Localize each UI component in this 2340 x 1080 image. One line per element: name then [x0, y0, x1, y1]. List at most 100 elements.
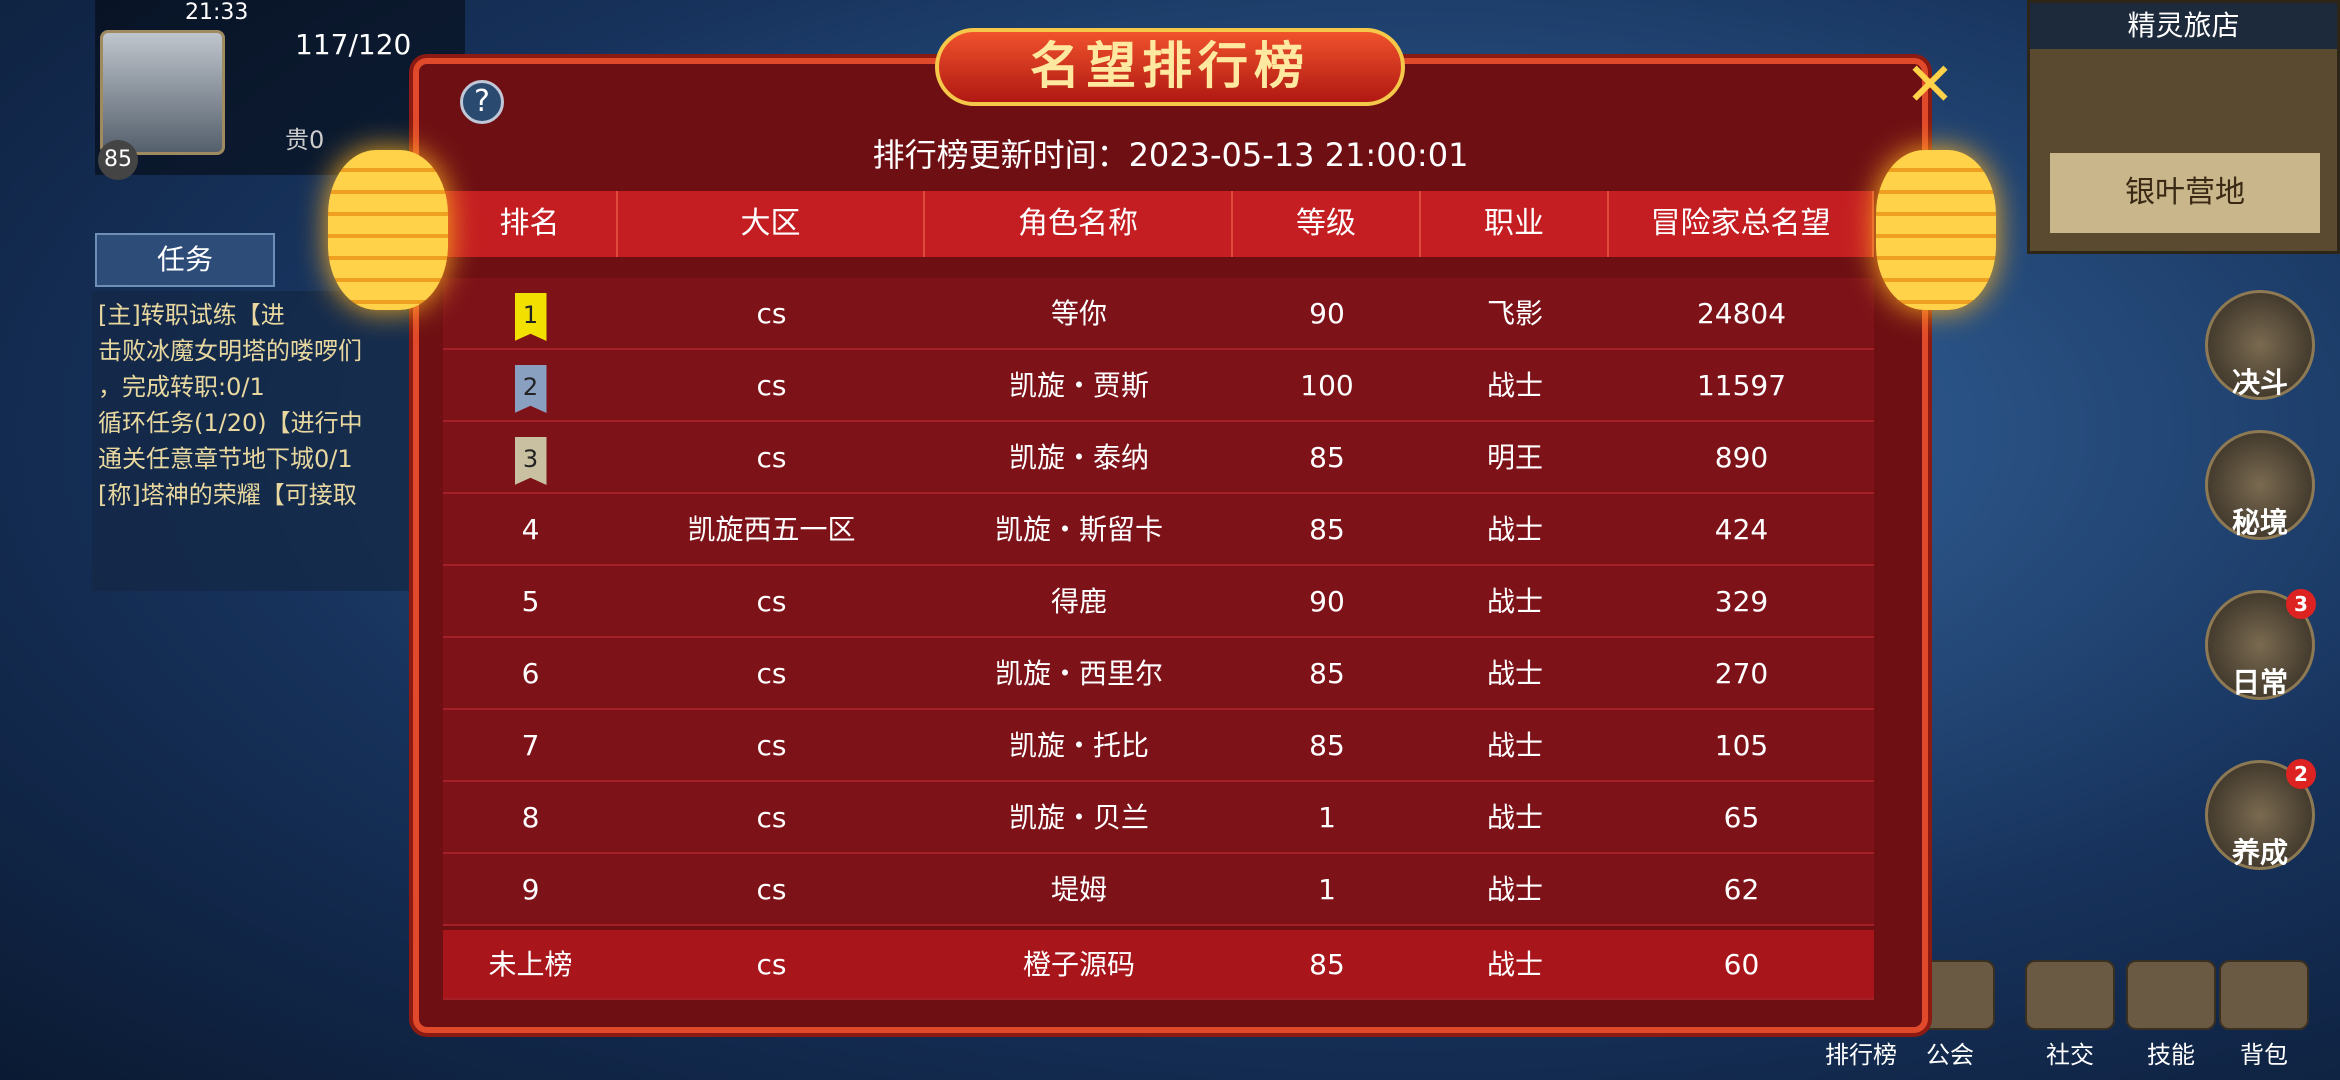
bottom-button[interactable]: [2126, 960, 2216, 1030]
cell: cs: [756, 585, 787, 618]
minimap-title: 精灵旅店: [2030, 3, 2337, 49]
cell: 战士: [1486, 729, 1543, 762]
cell: 得鹿: [1050, 585, 1107, 618]
header-row: 排名 大区 角色名称 等级 职业 冒险家总名望: [443, 191, 1874, 257]
badge: 3: [2286, 589, 2316, 619]
cell: 65: [1723, 801, 1760, 834]
help-button[interactable]: ?: [460, 80, 504, 124]
bottom-button[interactable]: [2025, 960, 2115, 1030]
quest-line[interactable]: 击败冰魔女明塔的喽啰们: [98, 337, 362, 365]
header-cell: 职业: [1421, 191, 1609, 257]
rank-row[interactable]: 9 cs 堤姆 1 战士 62: [443, 854, 1874, 926]
rank-ribbon: 3: [514, 437, 547, 485]
quest-line[interactable]: 通关任意章节地下城0/1: [98, 445, 353, 473]
cell: 战士: [1486, 948, 1543, 981]
cell: 凯旋西五一区: [687, 513, 856, 546]
quest-line[interactable]: ，完成转职:0/1: [98, 373, 265, 401]
header-cell: 大区: [618, 191, 925, 257]
cell: 堤姆: [1050, 873, 1107, 906]
rank-row[interactable]: 7 cs 凯旋・托比 85 战士 105: [443, 710, 1874, 782]
cell: 85: [1309, 513, 1345, 546]
bottom-button-label: 社交: [2046, 1041, 2094, 1069]
side-button[interactable]: 养成 2: [2205, 759, 2316, 870]
quest-line[interactable]: [称]塔神的荣耀【可接取: [98, 481, 357, 509]
cell: 7: [521, 729, 540, 762]
header-cell: 等级: [1233, 191, 1421, 257]
cell: cs: [756, 297, 787, 330]
cell: 90: [1309, 585, 1345, 618]
rank-row[interactable]: 4 凯旋西五一区 凯旋・斯留卡 85 战士 424: [443, 494, 1874, 566]
bottom-button-label: 公会: [1926, 1041, 1974, 1069]
close-button[interactable]: ✕: [1904, 50, 1956, 120]
side-button-label: 日常: [2231, 666, 2288, 699]
header-cell: 冒险家总名望: [1609, 191, 1874, 257]
cell: 2: [443, 350, 618, 420]
rank-row[interactable]: 1 cs 等你 90 飞影 24804: [443, 278, 1874, 350]
cell: 424: [1714, 513, 1769, 546]
cell: 凯旋・西里尔: [994, 657, 1163, 690]
cell: cs: [756, 948, 787, 981]
spacer: [443, 257, 1874, 278]
header-cell: 角色名称: [925, 191, 1233, 257]
cell: 85: [1309, 729, 1345, 762]
cell: 战士: [1486, 657, 1543, 690]
avatar[interactable]: [100, 30, 225, 155]
side-button[interactable]: 日常 3: [2205, 589, 2316, 700]
quest-panel: [主]转职试练【进击败冰魔女明塔的喽啰们 ，完成转职:0/1 循环任务(1/20)【…: [92, 291, 418, 591]
cell: 1: [1318, 873, 1336, 906]
cell: cs: [756, 369, 787, 402]
clock: 21:33: [185, 0, 249, 25]
rank-row[interactable]: 2 cs 凯旋・贾斯 100 战士 11597: [443, 350, 1874, 422]
cell: 270: [1714, 657, 1769, 690]
stamina: 117/120: [295, 28, 412, 61]
cell: 100: [1300, 369, 1354, 402]
header-cell: 排名: [443, 191, 618, 257]
cell: 凯旋・贾斯: [1008, 369, 1149, 402]
rank-row[interactable]: 8 cs 凯旋・贝兰 1 战士 65: [443, 782, 1874, 854]
bottom-button-label: 排行榜: [1825, 1041, 1897, 1069]
bottom-button[interactable]: [2219, 960, 2309, 1030]
cell: 战士: [1486, 801, 1543, 834]
cell: 890: [1714, 441, 1769, 474]
rank-row[interactable]: 6 cs 凯旋・西里尔 85 战士 270: [443, 638, 1874, 710]
rank-row[interactable]: 5 cs 得鹿 90 战士 329: [443, 566, 1874, 638]
cell: 战士: [1486, 585, 1543, 618]
cell: 凯旋・泰纳: [1008, 441, 1149, 474]
quest-line[interactable]: 循环任务(1/20)【进行中: [98, 409, 363, 437]
minimap[interactable]: 精灵旅店 银叶营地: [2027, 0, 2340, 254]
cell: 4: [521, 513, 540, 546]
dialog-title: 名望排行榜: [935, 28, 1405, 106]
cell: 105: [1714, 729, 1769, 762]
cell: 凯旋・贝兰: [1008, 801, 1149, 834]
side-button[interactable]: 秘境: [2205, 430, 2315, 540]
badge: 2: [2286, 759, 2316, 789]
quest-tab[interactable]: 任务: [95, 233, 275, 287]
cell: 1: [443, 278, 618, 348]
side-button-label: 决斗: [2231, 366, 2288, 399]
cell: 橙子源码: [1022, 948, 1135, 981]
cell: 9: [521, 873, 540, 906]
side-button[interactable]: 决斗: [2205, 290, 2315, 400]
quest-line[interactable]: [主]转职试练【进: [98, 301, 285, 329]
cell: 战士: [1486, 873, 1543, 906]
rank-text: 贵0: [285, 126, 325, 154]
cell: 战士: [1486, 513, 1543, 546]
lantern: [1876, 150, 1996, 310]
cell: 未上榜: [488, 948, 573, 981]
cell: 62: [1723, 873, 1760, 906]
cell: 85: [1309, 948, 1345, 981]
cell: 3: [443, 422, 618, 492]
cell: cs: [756, 441, 787, 474]
cell: 90: [1309, 297, 1345, 330]
cell: 8: [521, 801, 540, 834]
cell: 60: [1723, 948, 1760, 981]
rank-ribbon: 2: [514, 365, 547, 413]
rank-row[interactable]: 3 cs 凯旋・泰纳 85 明王 890: [443, 422, 1874, 494]
cell: 等你: [1050, 297, 1107, 330]
side-button-label: 养成: [2231, 836, 2288, 869]
bottom-button-label: 背包: [2240, 1041, 2288, 1069]
ranking-table: 排名 大区 角色名称 等级 职业 冒险家总名望 1 cs 等你 90 飞影 24804 2 cs 凯旋・贾斯…: [443, 191, 1874, 1000]
cell: cs: [756, 873, 787, 906]
player-level: 85: [98, 140, 138, 180]
